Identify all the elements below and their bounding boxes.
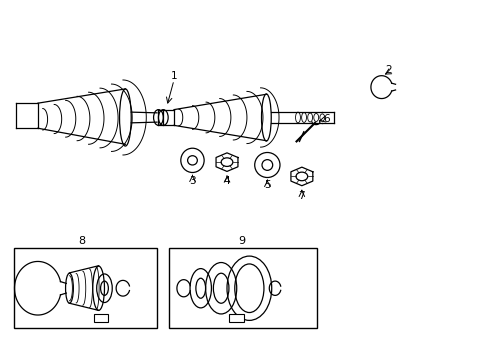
- Text: 7: 7: [298, 191, 305, 201]
- Text: 1: 1: [170, 71, 177, 81]
- Text: 5: 5: [264, 180, 270, 190]
- Text: 8: 8: [78, 237, 85, 247]
- Text: 3: 3: [189, 176, 195, 186]
- Bar: [94, 314, 108, 322]
- Text: 9: 9: [238, 237, 245, 247]
- Bar: [14, 248, 157, 328]
- Text: 6: 6: [322, 113, 329, 123]
- Text: 2: 2: [385, 65, 391, 75]
- Bar: [228, 314, 243, 322]
- Text: 4: 4: [223, 176, 230, 186]
- Bar: [169, 248, 317, 328]
